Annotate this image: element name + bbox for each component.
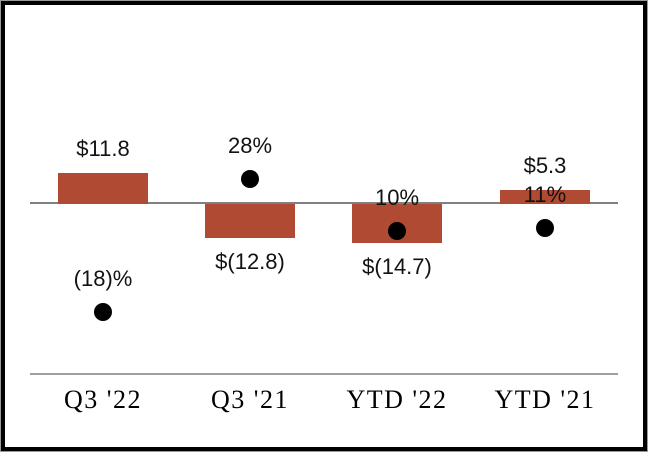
dot-label-ytd-22: 10% (374, 185, 420, 210)
bar-label-ytd-21: $5.3 (523, 153, 567, 178)
category-label-ytd-22: YTD '22 (346, 385, 448, 414)
bar-ytd-21 (500, 190, 590, 204)
bar-label-q3-22: $11.8 (76, 136, 130, 161)
bar-q3-22 (58, 173, 148, 204)
bar-label-q3-21: $(12.8) (215, 249, 285, 274)
category-label-ytd-21: YTD '21 (494, 385, 596, 414)
category-label-q3-21: Q3 '21 (211, 385, 289, 414)
bar-q3-21 (205, 204, 295, 238)
category-axis-line (30, 373, 618, 375)
dot-ytd-22 (388, 222, 406, 240)
zero-axis-line (30, 202, 618, 204)
dot-label-ytd-21: 11% (523, 182, 567, 207)
dot-label-q3-22: (18)% (73, 266, 133, 291)
dot-q3-22 (94, 303, 112, 321)
dot-ytd-21 (536, 219, 554, 237)
dot-label-q3-21: 28% (227, 133, 273, 158)
dot-q3-21 (241, 170, 259, 188)
category-label-q3-22: Q3 '22 (64, 385, 142, 414)
bar-label-ytd-22: $(14.7) (362, 254, 432, 279)
